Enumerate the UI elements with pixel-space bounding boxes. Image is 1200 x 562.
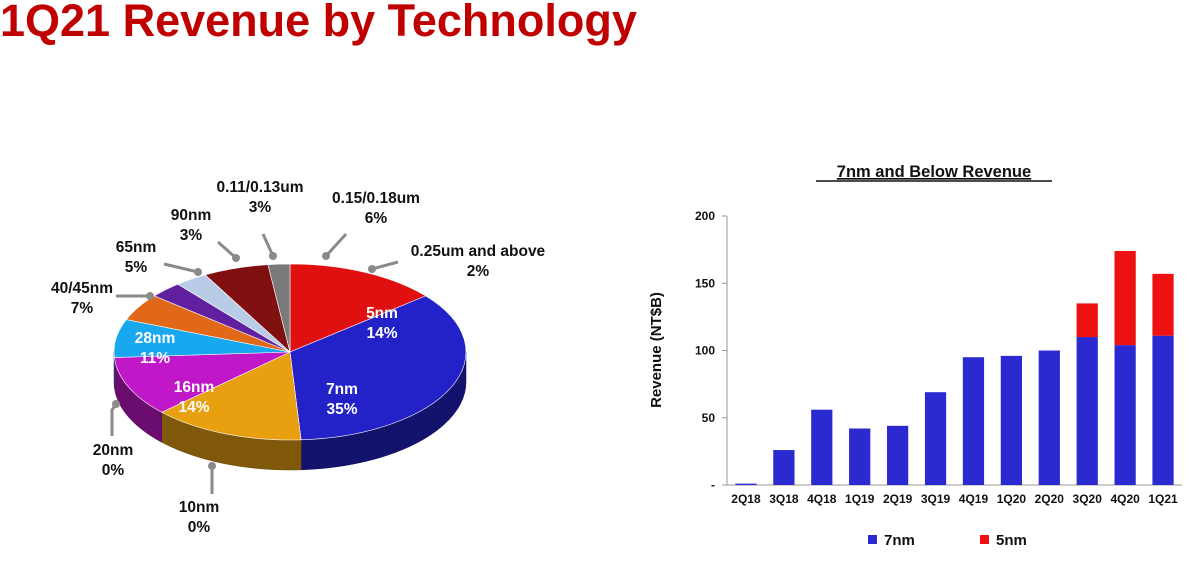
x-tick-label: 2Q18 <box>731 492 761 506</box>
pie-pct-0-25um-and-above: 2% <box>467 263 490 280</box>
pie-pct-0-11-0-13um: 3% <box>249 199 272 216</box>
pie-leader-dot-0-25um-and-above <box>368 265 376 273</box>
bar-7nm-1q19 <box>849 428 871 485</box>
pie-leader-dot-40-45nm <box>146 292 154 300</box>
pie-slice-5nm <box>289 263 427 353</box>
legend-swatch-5nm <box>980 535 989 544</box>
x-tick-label: 1Q21 <box>1148 492 1178 506</box>
pie-leader-dot-20nm <box>112 400 120 408</box>
x-tick-label: 3Q20 <box>1073 492 1103 506</box>
pie-pct-65nm: 5% <box>125 259 148 276</box>
bar-5nm-3q20 <box>1076 303 1098 338</box>
x-tick-label: 2Q19 <box>883 492 913 506</box>
y-tick-label: 100 <box>695 344 715 358</box>
technology-pie-chart: 5nm 14% 7nm 35% 10nm 0% 16nm 14% 20nm 0% 28nm 11% 40… <box>51 179 546 536</box>
pie-label-0-11-0-13um: 0.11/0.13um <box>216 179 303 196</box>
y-axis-title: Revenue (NT$B) <box>648 292 665 408</box>
bar-7nm-3q19 <box>924 392 947 485</box>
legend-label-7nm: 7nm <box>884 532 915 549</box>
bar-7nm-3q20 <box>1076 337 1098 485</box>
x-tick-label: 4Q20 <box>1110 492 1140 506</box>
x-tick-label: 4Q19 <box>959 492 989 506</box>
pie-label-40-45nm: 40/45nm <box>51 280 113 297</box>
pie-label-0-15-0-18um: 0.15/0.18um <box>332 190 420 207</box>
pie-labels: 5nm 14% 7nm 35% 10nm 0% 16nm 14% 20nm 0% 28nm 11% 40… <box>51 179 546 536</box>
pie-label-10nm: 10nm <box>179 499 220 516</box>
pie-pct-0-15-0-18um: 6% <box>365 210 388 227</box>
legend-label-5nm: 5nm <box>996 532 1027 549</box>
x-tick-label: 1Q19 <box>845 492 875 506</box>
pie-label-20nm: 20nm <box>93 442 134 459</box>
bar-chart-title: 7nm and Below Revenue <box>837 163 1031 181</box>
bar-7nm-4q18 <box>811 409 833 485</box>
x-tick-label: 3Q19 <box>921 492 951 506</box>
bar-5nm-4q20 <box>1114 250 1136 346</box>
y-tick-label: 200 <box>695 209 715 223</box>
pie-label-5nm: 5nm <box>366 305 398 322</box>
pie-leader-dot-90nm <box>232 254 240 262</box>
x-tick-label: 4Q18 <box>807 492 837 506</box>
pie-leader-90nm <box>217 240 237 260</box>
bar-7nm-2q20 <box>1038 350 1060 485</box>
pie-leader-20nm <box>110 403 118 436</box>
x-tick-label: 2Q20 <box>1035 492 1065 506</box>
pie-leader-dot-0-15-0-18um <box>322 252 330 260</box>
pie-label-28nm: 28nm <box>135 330 176 347</box>
page-title: 1Q21 Revenue by Technology <box>0 0 637 46</box>
pie-leader-0-11-0-13um <box>261 233 275 257</box>
pie-slice-0-25um-and-above <box>267 263 291 353</box>
pie-pct-28nm: 11% <box>140 350 170 367</box>
pie-leader-dot-10nm <box>208 462 216 470</box>
pie-pct-16nm: 14% <box>178 399 209 416</box>
pie-label-90nm: 90nm <box>171 207 212 224</box>
x-tick-label: 3Q18 <box>769 492 799 506</box>
x-tick-label: 1Q20 <box>997 492 1027 506</box>
pie-pct-20nm: 0% <box>102 462 125 479</box>
bar-7nm-2q18 <box>735 483 757 485</box>
pie-leader-0-25um-and-above <box>371 260 399 271</box>
pie-slice-7nm <box>289 295 467 441</box>
bar-legend: 7nm 5nm <box>868 532 1027 549</box>
pie-label-16nm: 16nm <box>174 379 215 396</box>
pie-top-faces <box>113 263 467 441</box>
pie-slice-16nm <box>161 351 302 441</box>
pie-pct-40-45nm: 7% <box>71 300 94 317</box>
revenue-bar-chart: 7nm and Below Revenue Revenue (NT$B) - 50 10… <box>648 163 1182 549</box>
bar-7nm-2q19 <box>887 425 909 485</box>
pie-slice-28nm <box>114 351 291 413</box>
y-tick-label: 150 <box>695 276 715 290</box>
pie-label-0-25um-and-above: 0.25um and above <box>411 243 546 260</box>
bar-7nm-4q19 <box>962 357 985 485</box>
pie-pct-7nm: 35% <box>326 401 357 418</box>
bar-5nm-1q21 <box>1152 273 1174 336</box>
bar-7nm-1q20 <box>1000 355 1022 485</box>
pie-leader-65nm <box>163 262 199 274</box>
pie-label-7nm: 7nm <box>326 381 358 398</box>
bars <box>735 250 1174 485</box>
legend-swatch-7nm <box>868 535 877 544</box>
pie-pct-5nm: 14% <box>366 325 397 342</box>
pie-pct-90nm: 3% <box>180 227 203 244</box>
pie-pct-10nm: 0% <box>188 519 211 536</box>
bar-7nm-3q18 <box>773 450 795 485</box>
pie-leader-dot-0-11-0-13um <box>269 252 277 260</box>
y-tick-label: 50 <box>702 411 716 425</box>
pie-label-65nm: 65nm <box>116 239 157 256</box>
pie-leader-0-15-0-18um <box>324 232 348 258</box>
y-tick-label: - <box>711 478 715 492</box>
pie-leader-dot-65nm <box>194 268 202 276</box>
bar-7nm-4q20 <box>1114 345 1136 485</box>
bar-7nm-1q21 <box>1152 335 1174 485</box>
